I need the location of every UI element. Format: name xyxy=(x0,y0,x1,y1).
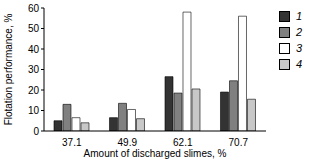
svg-text:Flotation performance, %: Flotation performance, % xyxy=(8,14,14,126)
svg-text:50: 50 xyxy=(28,23,40,34)
svg-text:60: 60 xyxy=(28,3,40,14)
svg-text:62.1: 62.1 xyxy=(173,137,193,148)
svg-text:Amount of discharged slimes, %: Amount of discharged slimes, % xyxy=(84,148,227,159)
svg-text:20: 20 xyxy=(28,85,40,96)
svg-text:37.1: 37.1 xyxy=(62,137,82,148)
svg-text:30: 30 xyxy=(28,64,40,75)
svg-text:70.7: 70.7 xyxy=(229,137,249,148)
html-text:1: 1 xyxy=(295,10,302,22)
html-text:3: 3 xyxy=(295,42,302,54)
svg-text:40: 40 xyxy=(28,44,40,55)
html-text:2: 2 xyxy=(295,26,302,38)
html-text:4: 4 xyxy=(295,58,302,70)
svg-text:10: 10 xyxy=(28,105,40,116)
svg-text:49.9: 49.9 xyxy=(118,137,138,148)
svg-text:0: 0 xyxy=(33,126,39,137)
